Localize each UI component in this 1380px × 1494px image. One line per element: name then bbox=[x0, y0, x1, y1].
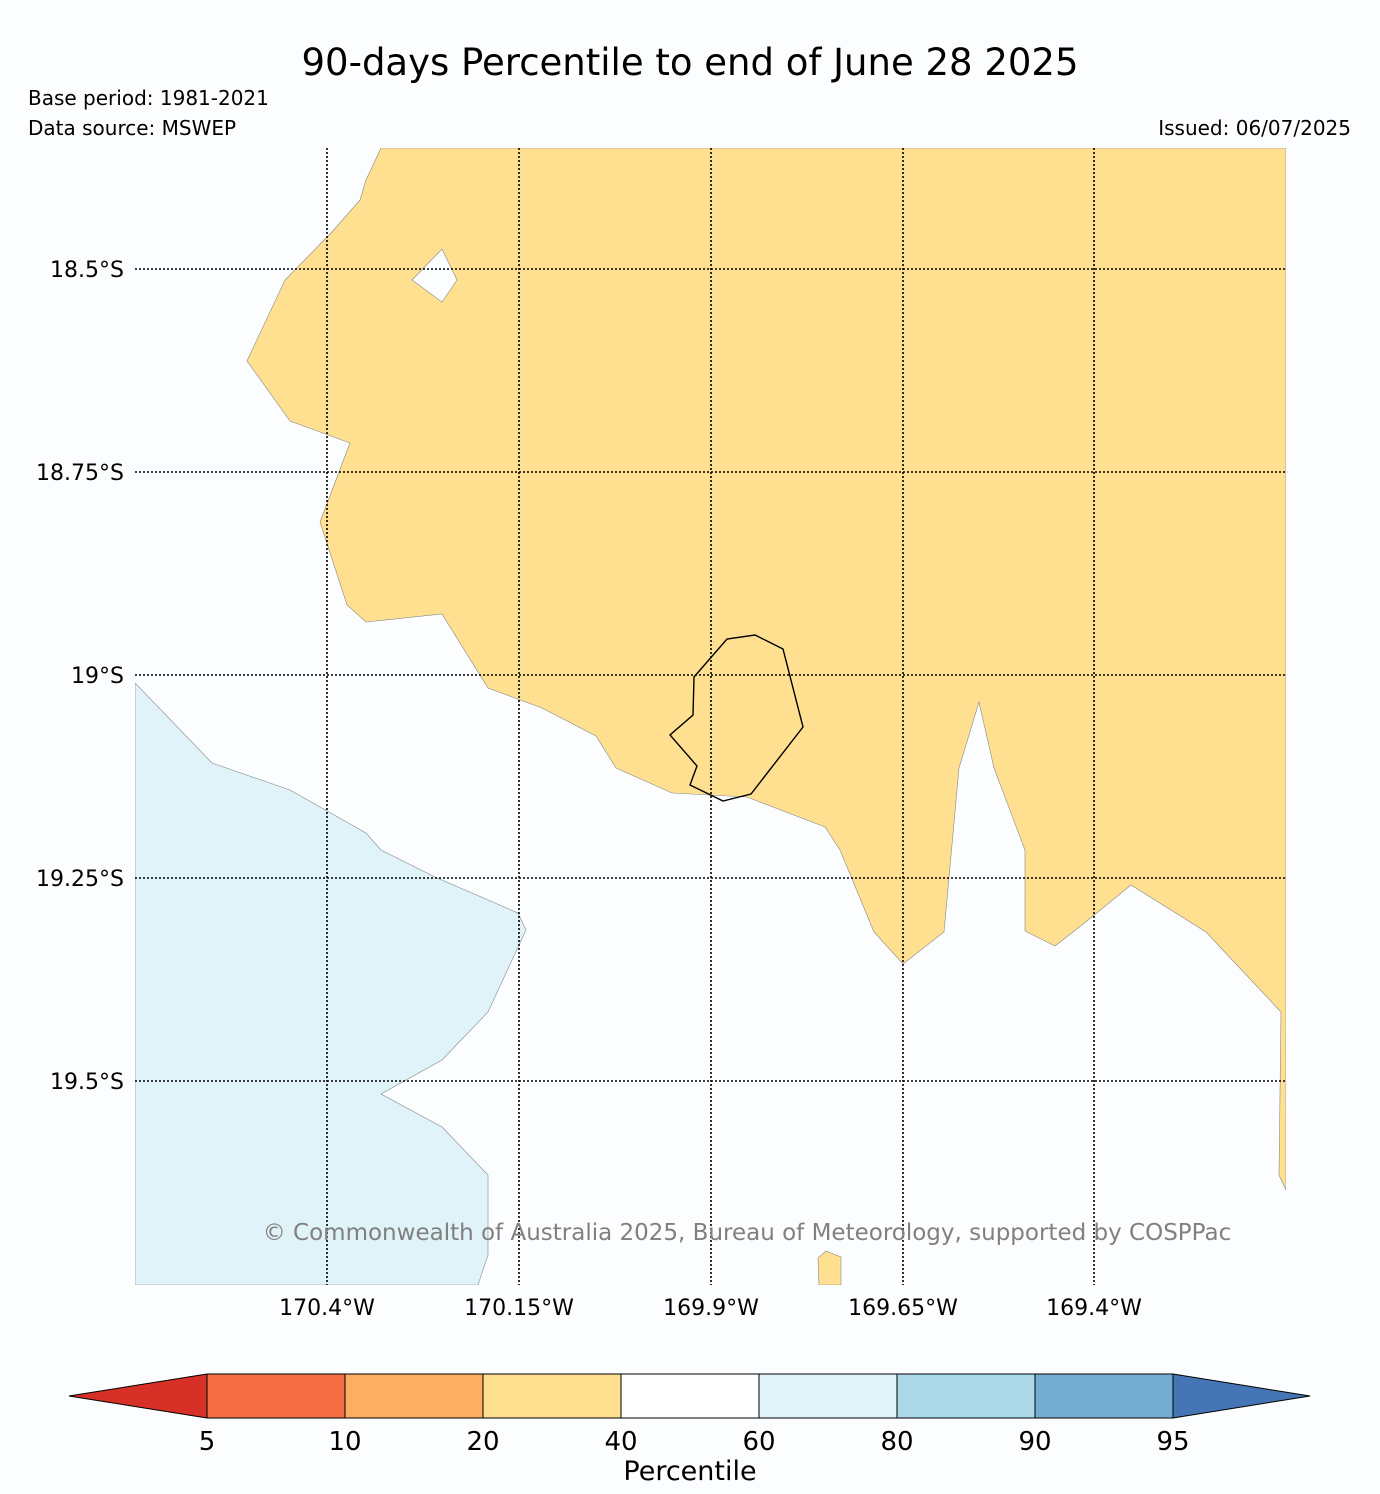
lon-label: 169.9°W bbox=[663, 1296, 759, 1321]
lon-label: 170.4°W bbox=[279, 1296, 375, 1321]
island-outline bbox=[669, 634, 804, 802]
colorbar-tick-label: 20 bbox=[466, 1427, 499, 1457]
lat-label: 19.25°S bbox=[36, 867, 124, 892]
map-area: 18.5°S 18.75°S 19°S 19.25°S 19.5°S 170.4… bbox=[36, 148, 1286, 1321]
white-patch bbox=[411, 248, 458, 303]
copyright-text: © Commonwealth of Australia 2025, Bureau… bbox=[263, 1220, 1232, 1246]
colorbar-tick-label: 95 bbox=[1156, 1427, 1189, 1457]
issued-text: Issued: 06/07/2025 bbox=[1158, 116, 1351, 140]
colorbar-tick-label: 80 bbox=[880, 1427, 913, 1457]
small-yellow-patch bbox=[817, 1250, 842, 1285]
colorbar-tick-label: 40 bbox=[604, 1427, 637, 1457]
lat-label: 18.75°S bbox=[36, 461, 124, 486]
colorbar-label: Percentile bbox=[623, 1456, 756, 1487]
colorbar-tick-label: 60 bbox=[742, 1427, 775, 1457]
lat-label: 18.5°S bbox=[50, 258, 124, 283]
colorbar-low-extend bbox=[69, 1374, 207, 1418]
colorbar-high-extend bbox=[1173, 1374, 1310, 1418]
colorbar-segment bbox=[1035, 1374, 1173, 1418]
colorbar-segment bbox=[621, 1374, 759, 1418]
colorbar-tick-label: 90 bbox=[1018, 1427, 1051, 1457]
yellow-region bbox=[246, 148, 1286, 1191]
lon-label: 169.65°W bbox=[848, 1296, 958, 1321]
colorbar: 5 10 20 40 60 80 90 95 Percentile bbox=[68, 1373, 1311, 1487]
lat-label: 19.5°S bbox=[50, 1070, 124, 1095]
map-title: 90-days Percentile to end of June 28 202… bbox=[302, 41, 1079, 84]
lon-label: 170.15°W bbox=[464, 1296, 574, 1321]
colorbar-tick-label: 10 bbox=[328, 1427, 361, 1457]
colorbar-tick-label: 5 bbox=[199, 1427, 216, 1457]
base-period-text: Base period: 1981-2021 bbox=[28, 86, 269, 110]
colorbar-segment bbox=[345, 1374, 483, 1418]
colorbar-segment bbox=[759, 1374, 897, 1418]
lon-label: 169.4°W bbox=[1046, 1296, 1142, 1321]
data-source-text: Data source: MSWEP bbox=[28, 116, 236, 140]
lat-label: 19°S bbox=[71, 664, 124, 689]
colorbar-segment bbox=[483, 1374, 621, 1418]
gridlines bbox=[135, 148, 1286, 1285]
light-blue-region bbox=[135, 682, 527, 1285]
colorbar-segment bbox=[897, 1374, 1035, 1418]
colorbar-segment bbox=[207, 1374, 345, 1418]
